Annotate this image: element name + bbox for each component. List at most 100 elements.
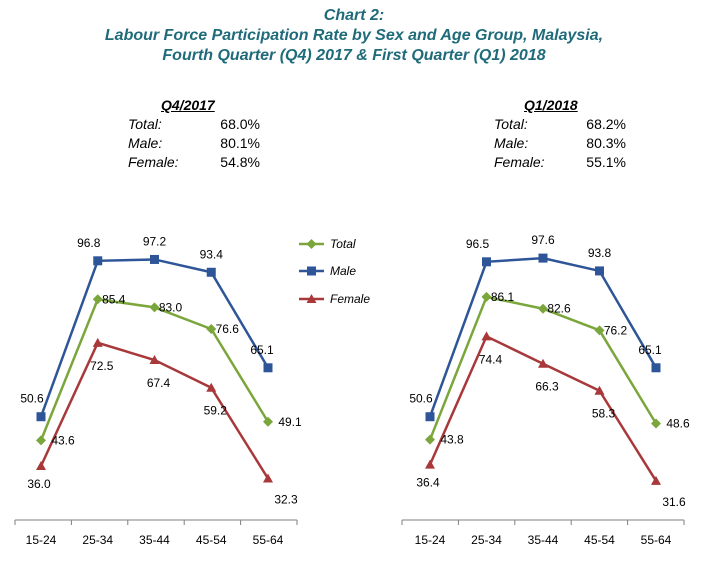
data-label-male: 93.8 bbox=[588, 246, 612, 260]
data-point-female bbox=[594, 385, 605, 395]
data-point-total bbox=[92, 294, 103, 305]
data-point-female bbox=[425, 459, 435, 469]
data-label-male: 96.5 bbox=[466, 237, 490, 251]
summary-label: Total: bbox=[128, 115, 162, 132]
summary-row-male: Male: 80.3% bbox=[494, 133, 626, 152]
summary-row-female: Female: 54.8% bbox=[128, 152, 260, 171]
x-tick-label: 35-44 bbox=[139, 533, 170, 547]
data-label-male: 97.2 bbox=[143, 234, 167, 248]
data-label-male: 96.8 bbox=[77, 236, 101, 250]
summary-label: Total: bbox=[494, 115, 528, 132]
x-tick-label: 15-24 bbox=[26, 533, 57, 547]
legend-marker-female bbox=[306, 294, 317, 303]
data-point-total bbox=[149, 302, 160, 313]
chart-subheading: Fourth Quarter (Q4) 2017 & First Quarter… bbox=[162, 47, 546, 64]
data-label-total: 83.0 bbox=[159, 300, 183, 314]
summary-value: 80.3% bbox=[586, 134, 626, 151]
data-label-female: 58.3 bbox=[592, 407, 616, 421]
summary-value: 68.2% bbox=[586, 115, 626, 132]
data-point-total bbox=[651, 418, 661, 429]
data-label-total: 43.8 bbox=[440, 433, 464, 447]
summary-table: Total: 68.2% Male: 80.3% Female: 55.1% bbox=[494, 114, 626, 171]
x-tick-label: 45-54 bbox=[584, 533, 615, 547]
data-point-female bbox=[651, 475, 661, 485]
summary-period: Q4/2017 bbox=[161, 97, 215, 113]
summary-row-male: Male: 80.1% bbox=[128, 133, 260, 152]
data-label-female: 72.5 bbox=[90, 359, 114, 373]
summary-period: Q1/2018 bbox=[524, 97, 578, 113]
data-label-total: 49.1 bbox=[278, 415, 302, 429]
data-label-female: 59.2 bbox=[204, 404, 228, 418]
x-tick-label: 45-54 bbox=[196, 533, 227, 547]
data-point-male bbox=[482, 257, 491, 267]
legend-label-male: Male bbox=[330, 264, 356, 278]
data-point-total bbox=[481, 291, 492, 302]
summary-label: Male: bbox=[494, 134, 529, 151]
series-line-total bbox=[428, 295, 658, 441]
summary-value: 54.8% bbox=[220, 153, 260, 170]
data-label-male: 93.4 bbox=[200, 247, 224, 261]
data-point-male bbox=[93, 256, 103, 266]
data-label-total: 85.4 bbox=[102, 292, 126, 306]
data-label-female: 31.6 bbox=[662, 495, 686, 509]
x-tick-label: 35-44 bbox=[528, 533, 559, 547]
data-label-male: 97.6 bbox=[531, 233, 555, 247]
series-line-female bbox=[428, 334, 658, 482]
data-label-male: 50.6 bbox=[409, 392, 433, 406]
data-point-male bbox=[150, 254, 159, 264]
data-point-male bbox=[206, 267, 216, 277]
data-point-total bbox=[425, 434, 435, 445]
data-label-male: 65.1 bbox=[638, 343, 662, 357]
legend-label-total: Total bbox=[330, 237, 356, 251]
x-tick-label: 55-64 bbox=[253, 533, 284, 547]
data-point-female bbox=[36, 461, 46, 470]
data-point-total bbox=[594, 325, 605, 336]
data-point-male bbox=[425, 412, 435, 422]
x-tick-label: 25-34 bbox=[471, 533, 502, 547]
data-label-total: 48.6 bbox=[666, 416, 690, 430]
data-label-total: 76.6 bbox=[216, 322, 240, 336]
data-label-female: 32.3 bbox=[274, 492, 298, 506]
data-point-female bbox=[481, 331, 492, 341]
summary-q4-2017: Q4/2017 Total: 68.0% Male: 80.1% Female: 54… bbox=[128, 97, 260, 171]
data-label-total: 76.2 bbox=[604, 323, 628, 337]
summary-value: 68.0% bbox=[220, 115, 260, 132]
chart-heading: Labour Force Participation Rate by Sex a… bbox=[104, 27, 604, 44]
x-tick-label: 55-64 bbox=[641, 533, 672, 547]
data-point-male bbox=[595, 266, 604, 276]
summary-table: Total: 68.0% Male: 80.1% Female: 54.8% bbox=[128, 114, 260, 171]
data-label-female: 36.0 bbox=[27, 477, 51, 491]
data-point-male bbox=[538, 253, 548, 263]
chart-number: Chart 2: bbox=[323, 7, 385, 24]
summary-value: 55.1% bbox=[586, 153, 626, 170]
summary-q1-2018: Q1/2018 Total: 68.2% Male: 80.3% Female: 55… bbox=[494, 97, 626, 171]
data-label-male: 65.1 bbox=[250, 343, 274, 357]
data-label-female: 36.4 bbox=[416, 476, 440, 490]
legend-marker-male bbox=[307, 266, 316, 276]
legend-label-female: Female bbox=[330, 292, 370, 306]
summary-label: Female: bbox=[128, 153, 179, 170]
summary-row-total: Total: 68.2% bbox=[494, 114, 626, 133]
x-tick-label: 25-34 bbox=[82, 533, 113, 547]
data-label-female: 74.4 bbox=[479, 352, 503, 366]
summary-value: 80.1% bbox=[220, 134, 260, 151]
data-point-female bbox=[149, 355, 160, 365]
data-point-total bbox=[206, 323, 217, 334]
data-point-female bbox=[263, 473, 273, 483]
data-point-female bbox=[92, 337, 103, 347]
summary-row-female: Female: 55.1% bbox=[494, 152, 626, 171]
chart-title: Chart 2: Labour Force Participation Rate… bbox=[0, 6, 708, 66]
data-label-total: 86.1 bbox=[491, 290, 515, 304]
summary-label: Male: bbox=[128, 134, 163, 151]
data-point-male bbox=[36, 412, 46, 422]
data-label-male: 50.6 bbox=[20, 392, 44, 406]
data-label-total: 82.6 bbox=[547, 302, 571, 316]
data-point-female bbox=[538, 358, 548, 368]
data-label-total: 43.6 bbox=[51, 433, 75, 447]
data-label-female: 67.4 bbox=[147, 376, 171, 390]
data-point-total bbox=[36, 435, 46, 446]
data-point-male bbox=[651, 363, 661, 373]
summary-label: Female: bbox=[494, 153, 545, 170]
x-tick-label: 15-24 bbox=[415, 533, 446, 547]
